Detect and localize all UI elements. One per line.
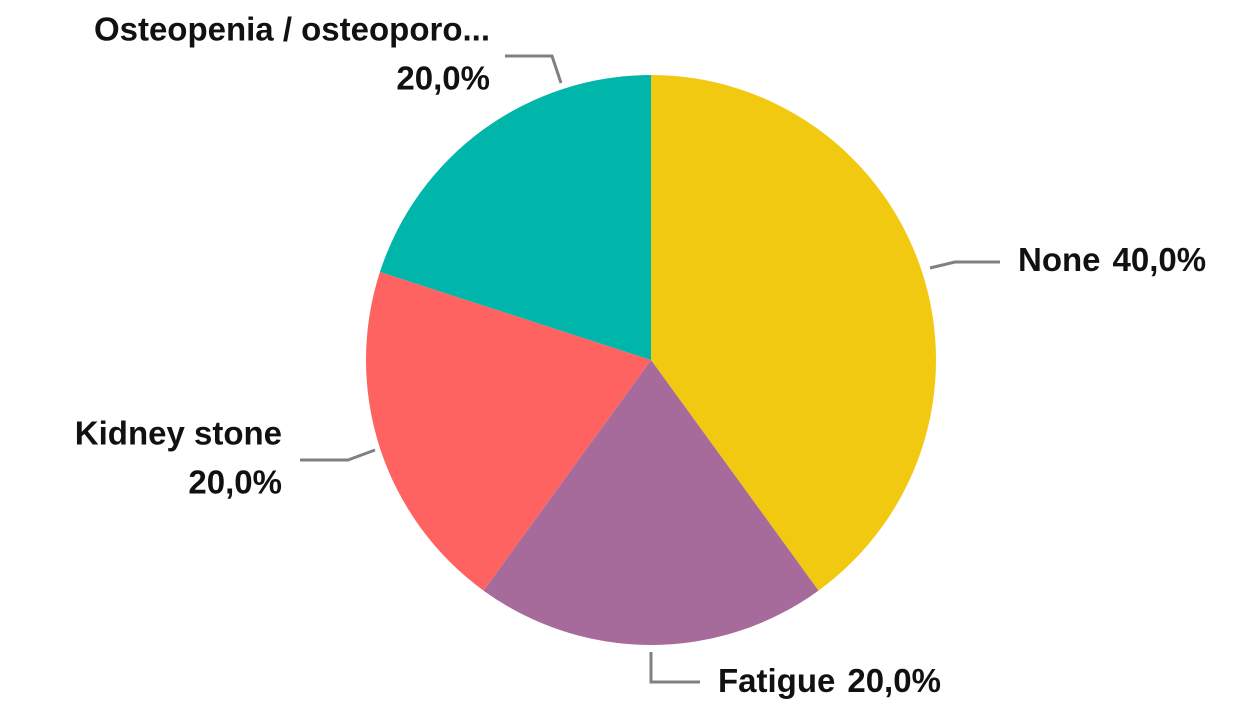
pie-slice [379,75,651,360]
pie-slice [483,360,819,645]
leader-line [505,54,563,84]
pie-slice [651,75,936,591]
slice-value-label: 20,0% [847,662,941,699]
pie-slice [366,271,651,591]
slice-label: Kidney stone [75,415,282,452]
slice-label: None [1018,241,1101,278]
slice-value-label: 40,0% [1113,241,1207,278]
leader-line [929,260,1000,270]
slice-label: Osteopenia / osteoporo... [94,11,490,48]
slice-value-label: 20,0% [188,464,282,501]
slice-label-group: Fatigue 20,0% [718,662,941,699]
slice-label: Fatigue [718,662,835,699]
slice-value-label: 20,0% [396,60,490,97]
leader-line [649,652,700,684]
leader-line [300,448,376,462]
slice-label-group: None 40,0% [1018,241,1206,278]
